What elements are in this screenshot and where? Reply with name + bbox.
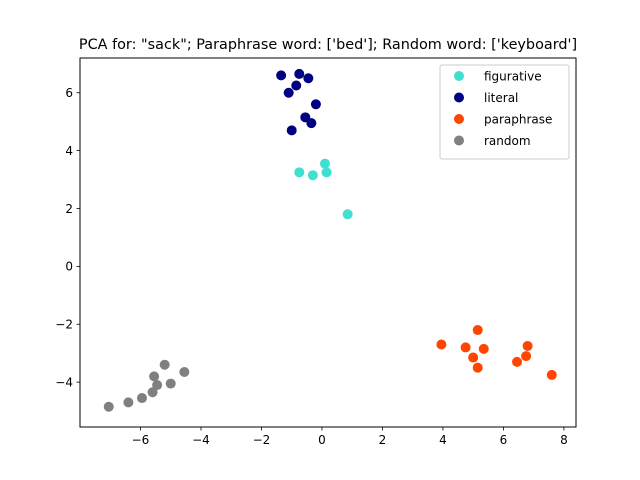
data-point-random [152, 380, 163, 391]
data-point-figurative [319, 158, 330, 169]
data-point-paraphrase [522, 340, 533, 351]
y-tick-label: −4 [55, 375, 73, 389]
x-tick-label: −4 [192, 433, 210, 447]
data-point-random [159, 359, 170, 370]
data-point-random [103, 401, 114, 412]
data-point-paraphrase [468, 352, 479, 363]
legend-box [439, 64, 570, 160]
data-point-literal [310, 99, 321, 110]
y-tick-label: 4 [65, 144, 73, 158]
data-point-literal [286, 125, 297, 136]
legend-marker-figurative [454, 71, 464, 81]
data-point-random [123, 397, 134, 408]
data-point-paraphrase [478, 343, 489, 354]
y-tick-label: −2 [55, 318, 73, 332]
data-point-literal [303, 73, 314, 84]
data-point-literal [276, 70, 287, 81]
y-tick-label: 2 [65, 202, 73, 216]
legend-label-figurative: figurative [484, 69, 542, 83]
x-tick-label: −6 [132, 433, 150, 447]
legend-label-random: random [484, 134, 531, 148]
x-tick-label: 6 [500, 433, 508, 447]
data-point-random [179, 367, 190, 378]
data-point-paraphrase [546, 369, 557, 380]
chart-title: PCA for: "sack"; Paraphrase word: ['bed'… [79, 37, 577, 53]
data-point-literal [294, 68, 305, 79]
data-point-random [147, 387, 158, 398]
x-tick-label: −2 [253, 433, 271, 447]
data-point-random [149, 371, 160, 382]
data-point-paraphrase [472, 362, 483, 373]
data-point-figurative [294, 167, 305, 178]
data-point-paraphrase [521, 351, 532, 362]
legend-marker-paraphrase [454, 114, 464, 124]
legend-marker-literal [454, 92, 464, 103]
data-point-paraphrase [512, 356, 523, 367]
x-tick-label: 4 [439, 433, 447, 447]
legend-marker-random [454, 135, 464, 146]
data-point-figurative [307, 170, 318, 181]
data-point-paraphrase [436, 339, 447, 350]
data-point-literal [291, 80, 302, 91]
x-tick-label: 0 [318, 433, 326, 447]
data-point-literal [306, 118, 317, 129]
x-tick-label: 8 [560, 433, 568, 447]
data-point-random [137, 393, 147, 404]
data-point-random [165, 378, 176, 389]
legend-label-literal: literal [484, 91, 518, 105]
legend: figurative literal paraphrase random [439, 64, 570, 160]
data-point-figurative [342, 209, 353, 220]
x-tick-label: 2 [379, 433, 387, 447]
data-point-figurative [321, 167, 332, 178]
legend-label-paraphrase: paraphrase [484, 112, 552, 126]
data-point-literal [283, 87, 294, 98]
data-point-paraphrase [472, 325, 483, 336]
y-tick-label: 0 [65, 260, 73, 274]
y-tick-label: 6 [65, 86, 73, 100]
data-point-paraphrase [460, 342, 471, 353]
